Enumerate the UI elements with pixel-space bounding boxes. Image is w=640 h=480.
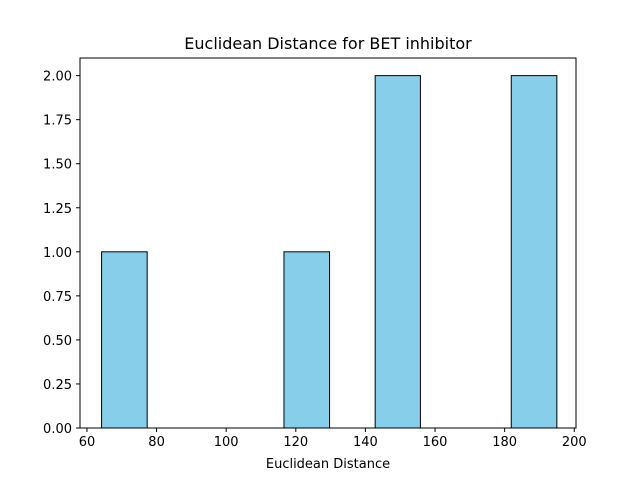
x-tick-label: 100	[214, 435, 239, 450]
x-tick-label: 160	[423, 435, 448, 450]
plot-frame	[79, 57, 577, 429]
x-tick-label: 60	[79, 435, 96, 450]
y-tick-label: 1.75	[43, 114, 72, 129]
chart-title: Euclidean Distance for BET inhibitor	[184, 34, 472, 53]
x-axis-ticks: 60 80 100 120 140 160 180 200	[79, 428, 587, 450]
y-tick-label: 0.25	[43, 378, 72, 393]
y-tick-label: 0.50	[43, 334, 72, 349]
y-tick-label: 1.00	[43, 246, 72, 261]
y-tick-label: 1.50	[43, 158, 72, 173]
y-axis-ticks: 0.00 0.25 0.50 0.75 1.00 1.25 1.50 1.75 2.00	[43, 70, 80, 437]
histogram-bar-3	[374, 75, 421, 429]
y-tick-label: 2.00	[43, 70, 72, 85]
x-tick-label: 80	[148, 435, 165, 450]
y-tick-label: 1.25	[43, 202, 72, 217]
x-tick-label: 200	[562, 435, 587, 450]
x-tick-label: 140	[353, 435, 378, 450]
y-tick-label: 0.00	[43, 422, 72, 437]
x-tick-label: 180	[492, 435, 517, 450]
x-tick-label: 120	[283, 435, 308, 450]
y-tick-label: 0.75	[43, 290, 72, 305]
histogram-bar-1	[101, 251, 148, 429]
histogram-bar-4	[510, 75, 558, 429]
histogram-bar-2	[283, 251, 331, 429]
x-axis-label: Euclidean Distance	[266, 457, 390, 472]
bars-group	[101, 75, 558, 429]
